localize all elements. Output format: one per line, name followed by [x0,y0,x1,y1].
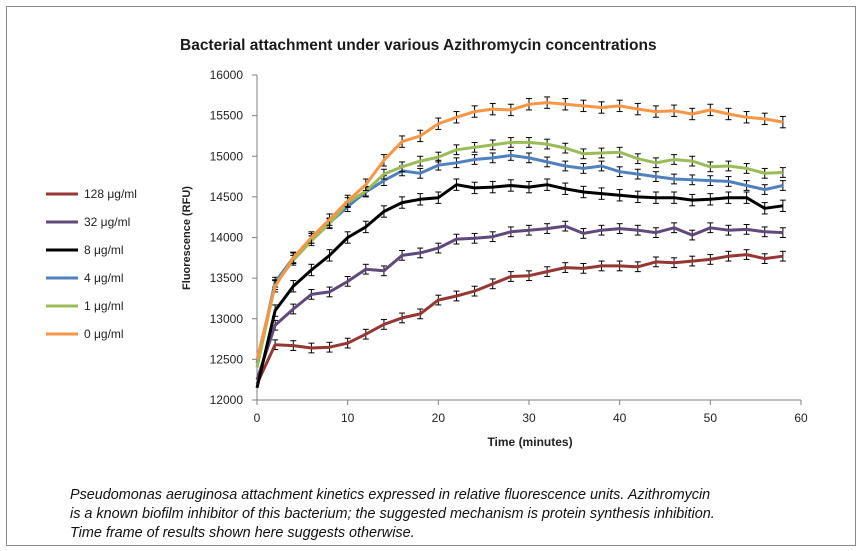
series-5 [255,96,786,360]
legend-label: 4 μg/ml [84,271,124,285]
axes: 12000 12500 13000 13500 14000 14500 15000 15500… [210,68,808,425]
caption-line-2: is a known biofilm inhibitor of this bac… [70,506,715,522]
legend-label: 32 μg/ml [84,215,130,229]
series-1 [255,220,786,381]
x-tick-label: 10 [341,411,355,425]
x-tick-label: 20 [432,411,446,425]
y-tick-label: 12000 [210,393,244,407]
x-tick-label: 50 [704,411,718,425]
error-bars-5 [272,96,786,293]
legend-label: 8 μg/ml [84,243,124,257]
series-line [255,153,784,364]
figure-frame [6,6,856,546]
chart-title: Bacterial attachment under various Azith… [180,37,657,54]
x-axis-label: Time (minutes) [487,435,572,449]
error-bars-3 [272,150,786,288]
x-tick-label: 30 [522,411,536,425]
series-3 [255,150,786,364]
x-tick-label: 0 [254,411,261,425]
x-tick-label: 40 [613,411,627,425]
y-axis-label: Fluorescence (RFU) [181,186,193,290]
legend-label: 1 μg/ml [84,299,124,313]
y-tick-label: 13000 [210,312,244,326]
x-tick-label: 60 [794,411,808,425]
legend-label: 128 μg/ml [84,187,137,201]
error-bars-0 [272,249,786,354]
figure-caption: Pseudomonas aeruginosa attachment kineti… [70,486,850,543]
series-line [255,224,783,381]
series-4 [255,137,786,368]
error-bars-1 [272,220,786,331]
y-tick-label: 16000 [210,68,244,82]
caption-line-3: Time frame of results shown here suggest… [70,525,415,541]
y-tick-label: 12500 [210,352,244,366]
series-line [255,140,783,368]
y-tick-label: 15000 [210,149,244,163]
series-2 [255,178,786,389]
series-line [255,183,784,389]
series-line [255,101,784,360]
y-tick-label: 14000 [210,231,244,245]
y-tick-label: 13500 [210,271,244,285]
legend-label: 0 μg/ml [84,327,124,341]
y-tick-label: 14500 [210,190,244,204]
series-layer [255,96,786,389]
legend: 128 μg/ml 32 μg/ml 8 μg/ml 4 μg/ml 1 μg/ml 0 … [46,187,137,341]
series-0 [255,249,786,385]
caption-line-1: Pseudomonas aeruginosa attachment kineti… [70,487,711,503]
y-tick-label: 15500 [210,109,244,123]
series-line [255,253,784,385]
